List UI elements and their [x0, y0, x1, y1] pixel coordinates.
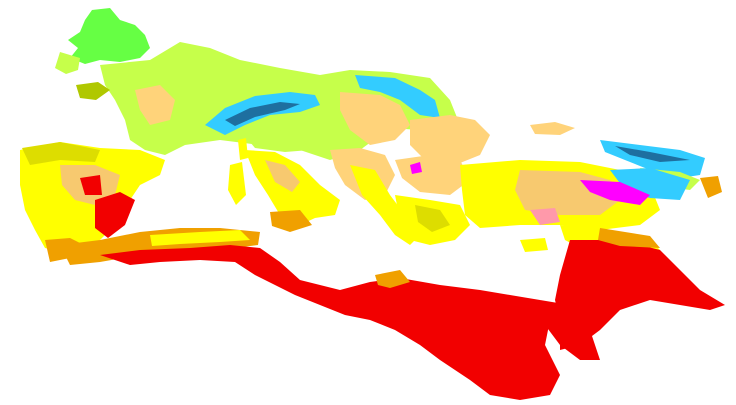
region-dacia [410, 115, 490, 165]
region-greece-detail [415, 205, 450, 232]
region-armenia [610, 168, 690, 200]
region-iberia-north [22, 142, 100, 165]
region-caspian-edge [700, 176, 722, 198]
region-corsica [238, 138, 248, 160]
region-ireland [55, 52, 80, 74]
region-alps-core [225, 102, 300, 126]
region-bohemia [355, 75, 440, 118]
region-cyrenaica [375, 270, 410, 288]
region-iberia-southeast [95, 192, 135, 238]
region-ebro [80, 175, 102, 195]
region-caucasus-core [615, 146, 690, 162]
region-italy-apennines [265, 160, 300, 192]
region-great-britain [68, 8, 150, 64]
region-sinai [540, 300, 600, 360]
region-crimea [530, 122, 575, 135]
region-brittany [76, 82, 110, 100]
region-north-africa-desert [100, 245, 560, 400]
region-mesopotamia [555, 240, 725, 350]
region-pannonia [340, 92, 410, 145]
region-africa-coastal-strip [150, 230, 250, 246]
region-macedonia [410, 162, 422, 174]
region-pontus [580, 180, 650, 205]
region-cilicia [530, 208, 560, 225]
region-gaul-south [135, 85, 175, 125]
region-syria-steppe [598, 228, 660, 248]
region-sicily [270, 210, 312, 232]
region-thrace [395, 155, 470, 195]
region-cyprus [520, 238, 548, 252]
region-italy-north [240, 128, 310, 152]
region-sardinia [228, 162, 246, 205]
